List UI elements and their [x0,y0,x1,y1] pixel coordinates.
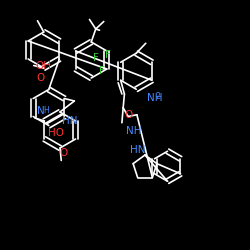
Text: HN: HN [130,145,146,155]
Text: O: O [60,148,68,158]
Text: 2: 2 [156,92,160,101]
Text: NH: NH [148,93,163,103]
Text: H: H [43,106,49,115]
Text: O: O [37,73,45,83]
Text: F: F [104,50,110,60]
Text: HN: HN [62,116,78,126]
Text: HO: HO [48,128,64,138]
Text: OH: OH [35,61,51,71]
Text: N: N [37,106,45,116]
Text: O: O [124,110,133,120]
Text: F: F [92,53,98,63]
Text: F: F [100,66,105,76]
Text: NH: NH [126,126,142,136]
